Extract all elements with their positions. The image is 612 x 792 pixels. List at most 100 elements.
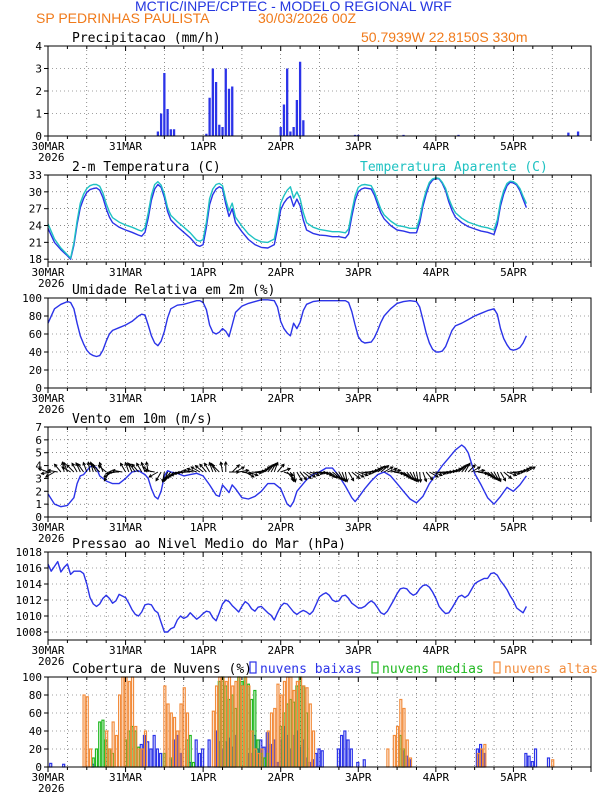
wind-vector — [261, 466, 271, 473]
wind-vector-head — [194, 464, 199, 469]
y-tick-label: 1014 — [16, 578, 43, 591]
bar-cloud-nuvens-altas — [211, 710, 215, 768]
bar-precip-precipitacao — [166, 109, 169, 136]
y-tick-label: 1 — [35, 498, 42, 511]
wind-vector-head — [140, 461, 145, 466]
wind-vector-head — [477, 466, 482, 470]
y-tick-label: 60 — [29, 328, 42, 341]
wind-vector-head — [143, 468, 148, 473]
y-tick-label: 20 — [29, 364, 42, 377]
x-tick-label: 31MAR — [109, 771, 142, 784]
panel-wind — [37, 426, 592, 522]
x-tick-label: 31MAR — [109, 644, 142, 657]
wind-vector — [235, 466, 245, 473]
wind-vectors — [37, 460, 536, 484]
wind-vector-head — [254, 472, 259, 477]
bar-precip-precipitacao — [402, 134, 405, 136]
bar-cloud-nuvens-medias — [101, 719, 105, 768]
wind-vector — [75, 462, 81, 473]
wind-vector — [344, 471, 348, 482]
panel-title: Cobertura de Nuvens (%) — [72, 662, 252, 677]
x-tick-label: 2APR — [267, 771, 294, 784]
x-tick-label: 1APR — [190, 771, 217, 784]
x-tick-label: 1APR — [190, 392, 217, 405]
bar-cloud-nuvens-medias — [98, 721, 102, 768]
x-tick-label: 4APR — [423, 644, 450, 657]
wind-vector — [195, 465, 204, 473]
bar-cloud-nuvens-altas — [395, 725, 400, 768]
x-axis-year: 2026 — [38, 655, 65, 668]
wind-vector-head — [496, 477, 500, 482]
wind-vector-head — [103, 477, 108, 482]
legend-label: nuvens altas — [504, 662, 598, 677]
wind-vector-head — [389, 466, 394, 470]
x-tick-label: 31MAR — [109, 392, 142, 405]
wind-vector-head — [287, 467, 292, 472]
panel-title: Precipitacao (mm/h) — [72, 31, 221, 46]
x-tick-label: 3APR — [345, 140, 372, 153]
wind-vector — [432, 471, 443, 476]
bar-cloud-nuvens-altas — [121, 676, 125, 768]
wind-vector — [422, 471, 427, 482]
wind-vector-head — [172, 471, 177, 476]
wind-vector-head — [472, 464, 476, 468]
x-tick-label: 3APR — [345, 392, 372, 405]
y-tick-label: 0 — [35, 382, 42, 395]
x-tick-label: 5APR — [500, 140, 527, 153]
y-tick-label: 30 — [29, 186, 42, 199]
wind-vector — [144, 469, 155, 473]
wind-vector-head — [66, 464, 70, 468]
wind-vector-head — [481, 468, 486, 473]
y-tick-label: 21 — [29, 236, 42, 249]
bar-precip-precipitacao — [211, 68, 214, 136]
wind-vector — [377, 465, 387, 473]
bar-precip-precipitacao — [205, 133, 208, 136]
wind-vector — [406, 471, 414, 480]
legend-apparent-temperature: Temperatura Aparente (C) — [360, 160, 548, 175]
wind-vector-head — [210, 462, 214, 467]
y-tick-label: 27 — [29, 203, 42, 216]
bar-precip-precipitacao — [218, 124, 221, 136]
wind-vector — [38, 468, 49, 473]
wind-vector-head — [291, 478, 295, 483]
x-axis-year: 2026 — [38, 151, 65, 164]
x-tick-label: 4APR — [423, 140, 450, 153]
wind-vector — [380, 465, 389, 473]
wind-vector — [187, 468, 197, 473]
wind-vector — [220, 462, 224, 473]
wind-vector — [199, 464, 207, 473]
bar-precip-precipitacao — [286, 68, 289, 136]
y-tick-label: 1010 — [16, 610, 43, 623]
wind-vector — [496, 471, 502, 482]
wind-vector-head — [439, 472, 443, 477]
panel-title: Umidade Relativa em 2m (%) — [72, 283, 276, 298]
wind-vector — [419, 471, 422, 483]
panel-temp — [44, 174, 592, 267]
wind-vector — [361, 471, 372, 475]
wind-vector — [251, 471, 262, 474]
wind-vector — [484, 471, 494, 478]
x-tick-label: 30MAR — [31, 771, 64, 784]
wind-vector-head — [155, 477, 159, 482]
wind-vector — [471, 466, 481, 473]
wind-vector-head — [97, 464, 102, 469]
bar-precip-precipitacao — [163, 73, 166, 136]
wind-vector-head — [508, 475, 513, 480]
wind-vector — [155, 471, 162, 481]
x-tick-label: 2APR — [267, 140, 294, 153]
bar-precip-precipitacao — [231, 86, 234, 136]
bar-cloud-nuvens-altas — [182, 687, 186, 768]
wind-vector — [183, 469, 194, 473]
bar-precip-precipitacao — [457, 134, 460, 136]
bar-cloud-nuvens-altas — [308, 703, 312, 768]
bar-cloud-nuvens-baixas — [320, 750, 324, 768]
wind-vector-head — [103, 474, 108, 478]
x-tick-label: 31MAR — [109, 266, 142, 279]
wind-vector-head — [293, 478, 297, 483]
wind-vector — [400, 471, 410, 478]
wind-vector-head — [435, 474, 440, 478]
wind-vector-head — [91, 464, 96, 468]
y-tick-label: 80 — [29, 310, 42, 323]
wind-vector — [204, 463, 211, 473]
x-tick-label: 31MAR — [109, 521, 142, 534]
